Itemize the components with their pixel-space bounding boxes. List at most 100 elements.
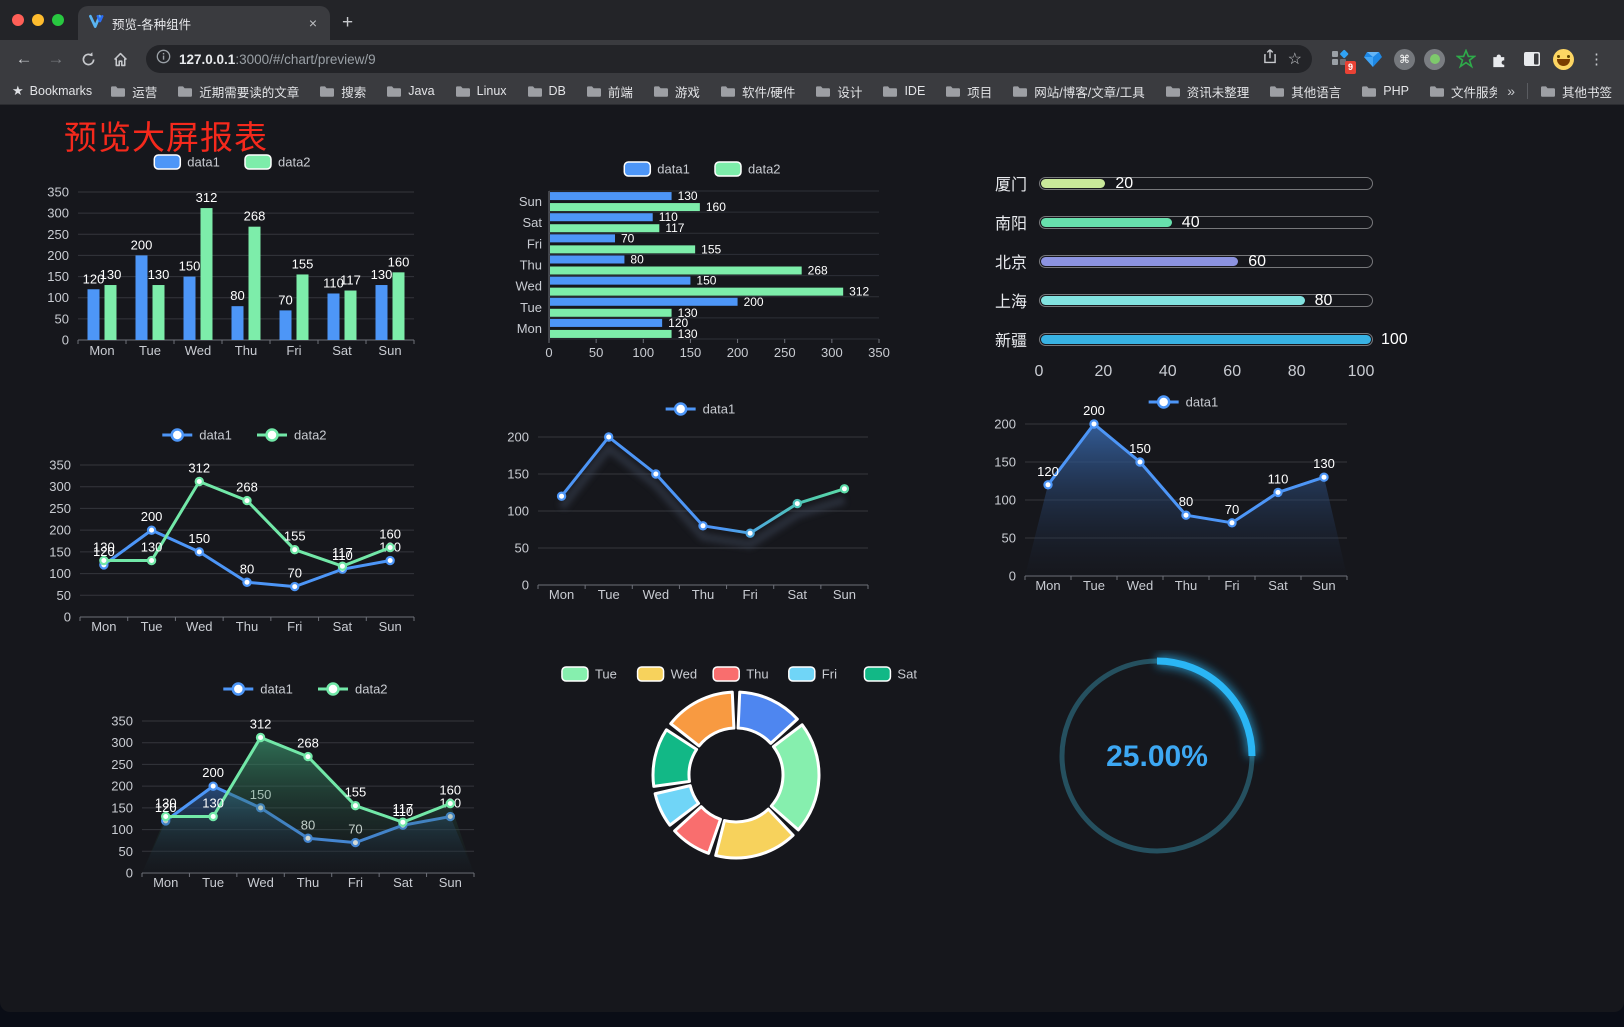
- data-point[interactable]: [1273, 487, 1283, 498]
- legend-item[interactable]: data1: [223, 682, 293, 697]
- bookmark-star-icon[interactable]: ☆: [1287, 51, 1302, 68]
- data-point[interactable]: [161, 811, 171, 822]
- legend-item[interactable]: data2: [318, 682, 388, 697]
- site-info-icon[interactable]: [156, 49, 171, 69]
- bookmark-folder[interactable]: 搜索: [319, 82, 366, 101]
- tab-close-icon[interactable]: ×: [308, 15, 317, 31]
- data-point[interactable]: [208, 811, 218, 822]
- horizontal-bar-chart[interactable]: data1 data2 0 50 100 150 200 250 300 350 Mon 120 130…: [505, 157, 893, 372]
- data-point[interactable]: [556, 491, 567, 501]
- two-series-line-chart[interactable]: data1 data2 0 50 100 150 200 250 300 350 Mon Tue Wed…: [40, 423, 422, 648]
- data-point[interactable]: [1227, 518, 1237, 528]
- bar[interactable]: [135, 255, 148, 340]
- bar[interactable]: [200, 208, 213, 340]
- data-point[interactable]: [1181, 510, 1191, 520]
- other-bookmarks-folder[interactable]: 其他书签: [1540, 82, 1612, 101]
- bar[interactable]: [550, 329, 672, 338]
- legend-item[interactable]: data1: [153, 154, 220, 170]
- legend-item[interactable]: Tue: [561, 666, 617, 682]
- bookmark-folder[interactable]: Linux: [455, 84, 507, 98]
- home-icon[interactable]: [106, 45, 134, 73]
- data-point[interactable]: [146, 555, 157, 566]
- bar[interactable]: [279, 310, 292, 340]
- bookmark-folder[interactable]: 软件/硬件: [720, 82, 795, 101]
- data-point[interactable]: [146, 525, 157, 535]
- bar[interactable]: [104, 285, 117, 340]
- bar[interactable]: [550, 203, 700, 212]
- data-point[interactable]: [242, 495, 252, 506]
- legend-item[interactable]: data1: [1148, 395, 1219, 410]
- legend-item[interactable]: data1: [665, 402, 736, 417]
- data-point[interactable]: [698, 521, 708, 531]
- minimize-window-button[interactable]: [32, 14, 44, 26]
- extension-grid-icon[interactable]: 9: [1328, 47, 1356, 74]
- bookmarks-overflow-chevron[interactable]: »: [1507, 83, 1515, 99]
- bookmark-folder[interactable]: 前端: [586, 82, 633, 101]
- bookmark-folder[interactable]: DB: [527, 84, 566, 98]
- two-series-area-chart[interactable]: data1 data2 0 50 100 150 200 250 300 350 Mon Tue Wed…: [100, 677, 482, 905]
- bookmark-folder[interactable]: 网站/博客/文章/工具: [1012, 82, 1145, 101]
- grouped-bar-chart[interactable]: data1 data2 0 50 100 150 200 250 300 350 Mon Tue Wed…: [40, 150, 422, 370]
- bookmark-folder[interactable]: 项目: [945, 82, 992, 101]
- extensions-puzzle-icon[interactable]: [1487, 47, 1511, 71]
- pie-slice[interactable]: [736, 690, 799, 745]
- bar[interactable]: [183, 276, 196, 340]
- data-point[interactable]: [350, 800, 361, 811]
- pie-slice[interactable]: [653, 784, 701, 827]
- legend-item[interactable]: Wed: [636, 666, 698, 682]
- bar[interactable]: [87, 289, 100, 340]
- legend-item[interactable]: data2: [244, 154, 311, 170]
- legend-item[interactable]: Thu: [712, 666, 769, 682]
- bar[interactable]: [375, 285, 388, 340]
- bar[interactable]: [550, 245, 696, 254]
- bookmarks-star-icon[interactable]: ★: [12, 83, 24, 98]
- bar[interactable]: [327, 293, 340, 340]
- bar[interactable]: [231, 306, 244, 340]
- bookmark-folder[interactable]: 设计: [815, 82, 862, 101]
- extension-gem-icon[interactable]: [1361, 47, 1385, 71]
- data-point[interactable]: [1135, 457, 1145, 467]
- forward-icon[interactable]: →: [47, 49, 65, 68]
- legend-item[interactable]: data1: [162, 428, 232, 443]
- bar[interactable]: [550, 318, 663, 327]
- back-icon[interactable]: ←: [15, 49, 33, 68]
- data-point[interactable]: [242, 577, 252, 587]
- data-point[interactable]: [1319, 472, 1329, 482]
- legend-item[interactable]: Fri: [788, 666, 837, 682]
- gauge-chart[interactable]: 25.00%: [1038, 650, 1278, 865]
- bar[interactable]: [550, 287, 844, 296]
- area-line-chart[interactable]: data1 0 50 100 150 200 Mon Tue Wed Thu Fri Sat Sun 12…: [985, 390, 1357, 608]
- pie-slice[interactable]: [714, 807, 795, 860]
- data-point[interactable]: [194, 476, 204, 487]
- bookmark-folder[interactable]: PHP: [1361, 84, 1409, 98]
- data-point[interactable]: [337, 561, 348, 571]
- data-point[interactable]: [208, 781, 218, 791]
- bar[interactable]: [296, 274, 309, 340]
- bar[interactable]: [550, 266, 802, 275]
- data-point[interactable]: [194, 547, 204, 557]
- bookmarks-label[interactable]: Bookmarks: [29, 84, 93, 98]
- bar[interactable]: [550, 224, 660, 233]
- data-point[interactable]: [1043, 480, 1053, 490]
- bar[interactable]: [550, 234, 615, 243]
- extension-star-icon[interactable]: [1454, 47, 1478, 71]
- bar[interactable]: [550, 297, 738, 306]
- bar[interactable]: [248, 226, 261, 340]
- data-point[interactable]: [745, 528, 755, 538]
- legend-item[interactable]: data2: [714, 161, 781, 177]
- legend-item[interactable]: data1: [623, 161, 690, 177]
- address-bar[interactable]: 127.0.0.1:3000/#/chart/preview/9 ☆: [146, 45, 1312, 73]
- close-window-button[interactable]: [12, 14, 24, 26]
- profile-avatar[interactable]: [1553, 48, 1574, 70]
- pie-slice[interactable]: [673, 805, 722, 855]
- bar[interactable]: [550, 192, 672, 201]
- share-icon[interactable]: [1262, 48, 1278, 70]
- bar[interactable]: [392, 272, 405, 340]
- pie-slice[interactable]: [669, 690, 736, 748]
- data-point[interactable]: [445, 798, 455, 809]
- data-point[interactable]: [1089, 419, 1099, 429]
- data-point[interactable]: [792, 498, 802, 509]
- gradient-line-chart[interactable]: data1 0 50 100 150 200 Mon Tue Wed Thu Fri Sat Sun: [500, 397, 878, 619]
- data-point[interactable]: [290, 581, 300, 592]
